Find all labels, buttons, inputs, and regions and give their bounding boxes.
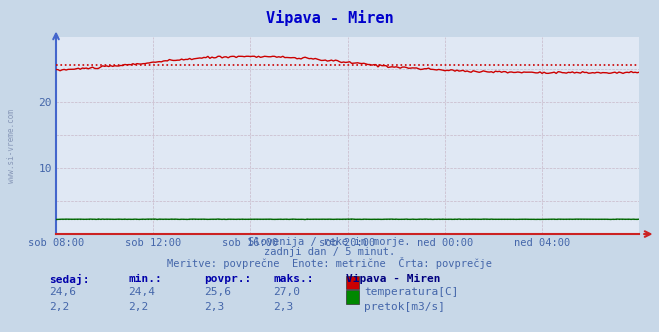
- Text: Meritve: povprečne  Enote: metrične  Črta: povprečje: Meritve: povprečne Enote: metrične Črta:…: [167, 257, 492, 269]
- Text: pretok[m3/s]: pretok[m3/s]: [364, 302, 445, 312]
- Text: www.si-vreme.com: www.si-vreme.com: [7, 109, 16, 183]
- Text: temperatura[C]: temperatura[C]: [364, 287, 458, 297]
- Text: maks.:: maks.:: [273, 274, 314, 284]
- Text: 24,6: 24,6: [49, 287, 76, 297]
- Text: 25,6: 25,6: [204, 287, 231, 297]
- Text: 2,3: 2,3: [204, 302, 225, 312]
- Text: 2,2: 2,2: [129, 302, 149, 312]
- Text: 24,4: 24,4: [129, 287, 156, 297]
- Text: sedaj:: sedaj:: [49, 274, 90, 285]
- Text: povpr.:: povpr.:: [204, 274, 252, 284]
- Text: 27,0: 27,0: [273, 287, 301, 297]
- Text: Slovenija / reke in morje.: Slovenija / reke in morje.: [248, 237, 411, 247]
- Text: min.:: min.:: [129, 274, 162, 284]
- Text: 2,3: 2,3: [273, 302, 294, 312]
- Text: zadnji dan / 5 minut.: zadnji dan / 5 minut.: [264, 247, 395, 257]
- Text: 2,2: 2,2: [49, 302, 70, 312]
- Text: Vipava - Miren: Vipava - Miren: [346, 274, 440, 284]
- Text: Vipava - Miren: Vipava - Miren: [266, 10, 393, 26]
